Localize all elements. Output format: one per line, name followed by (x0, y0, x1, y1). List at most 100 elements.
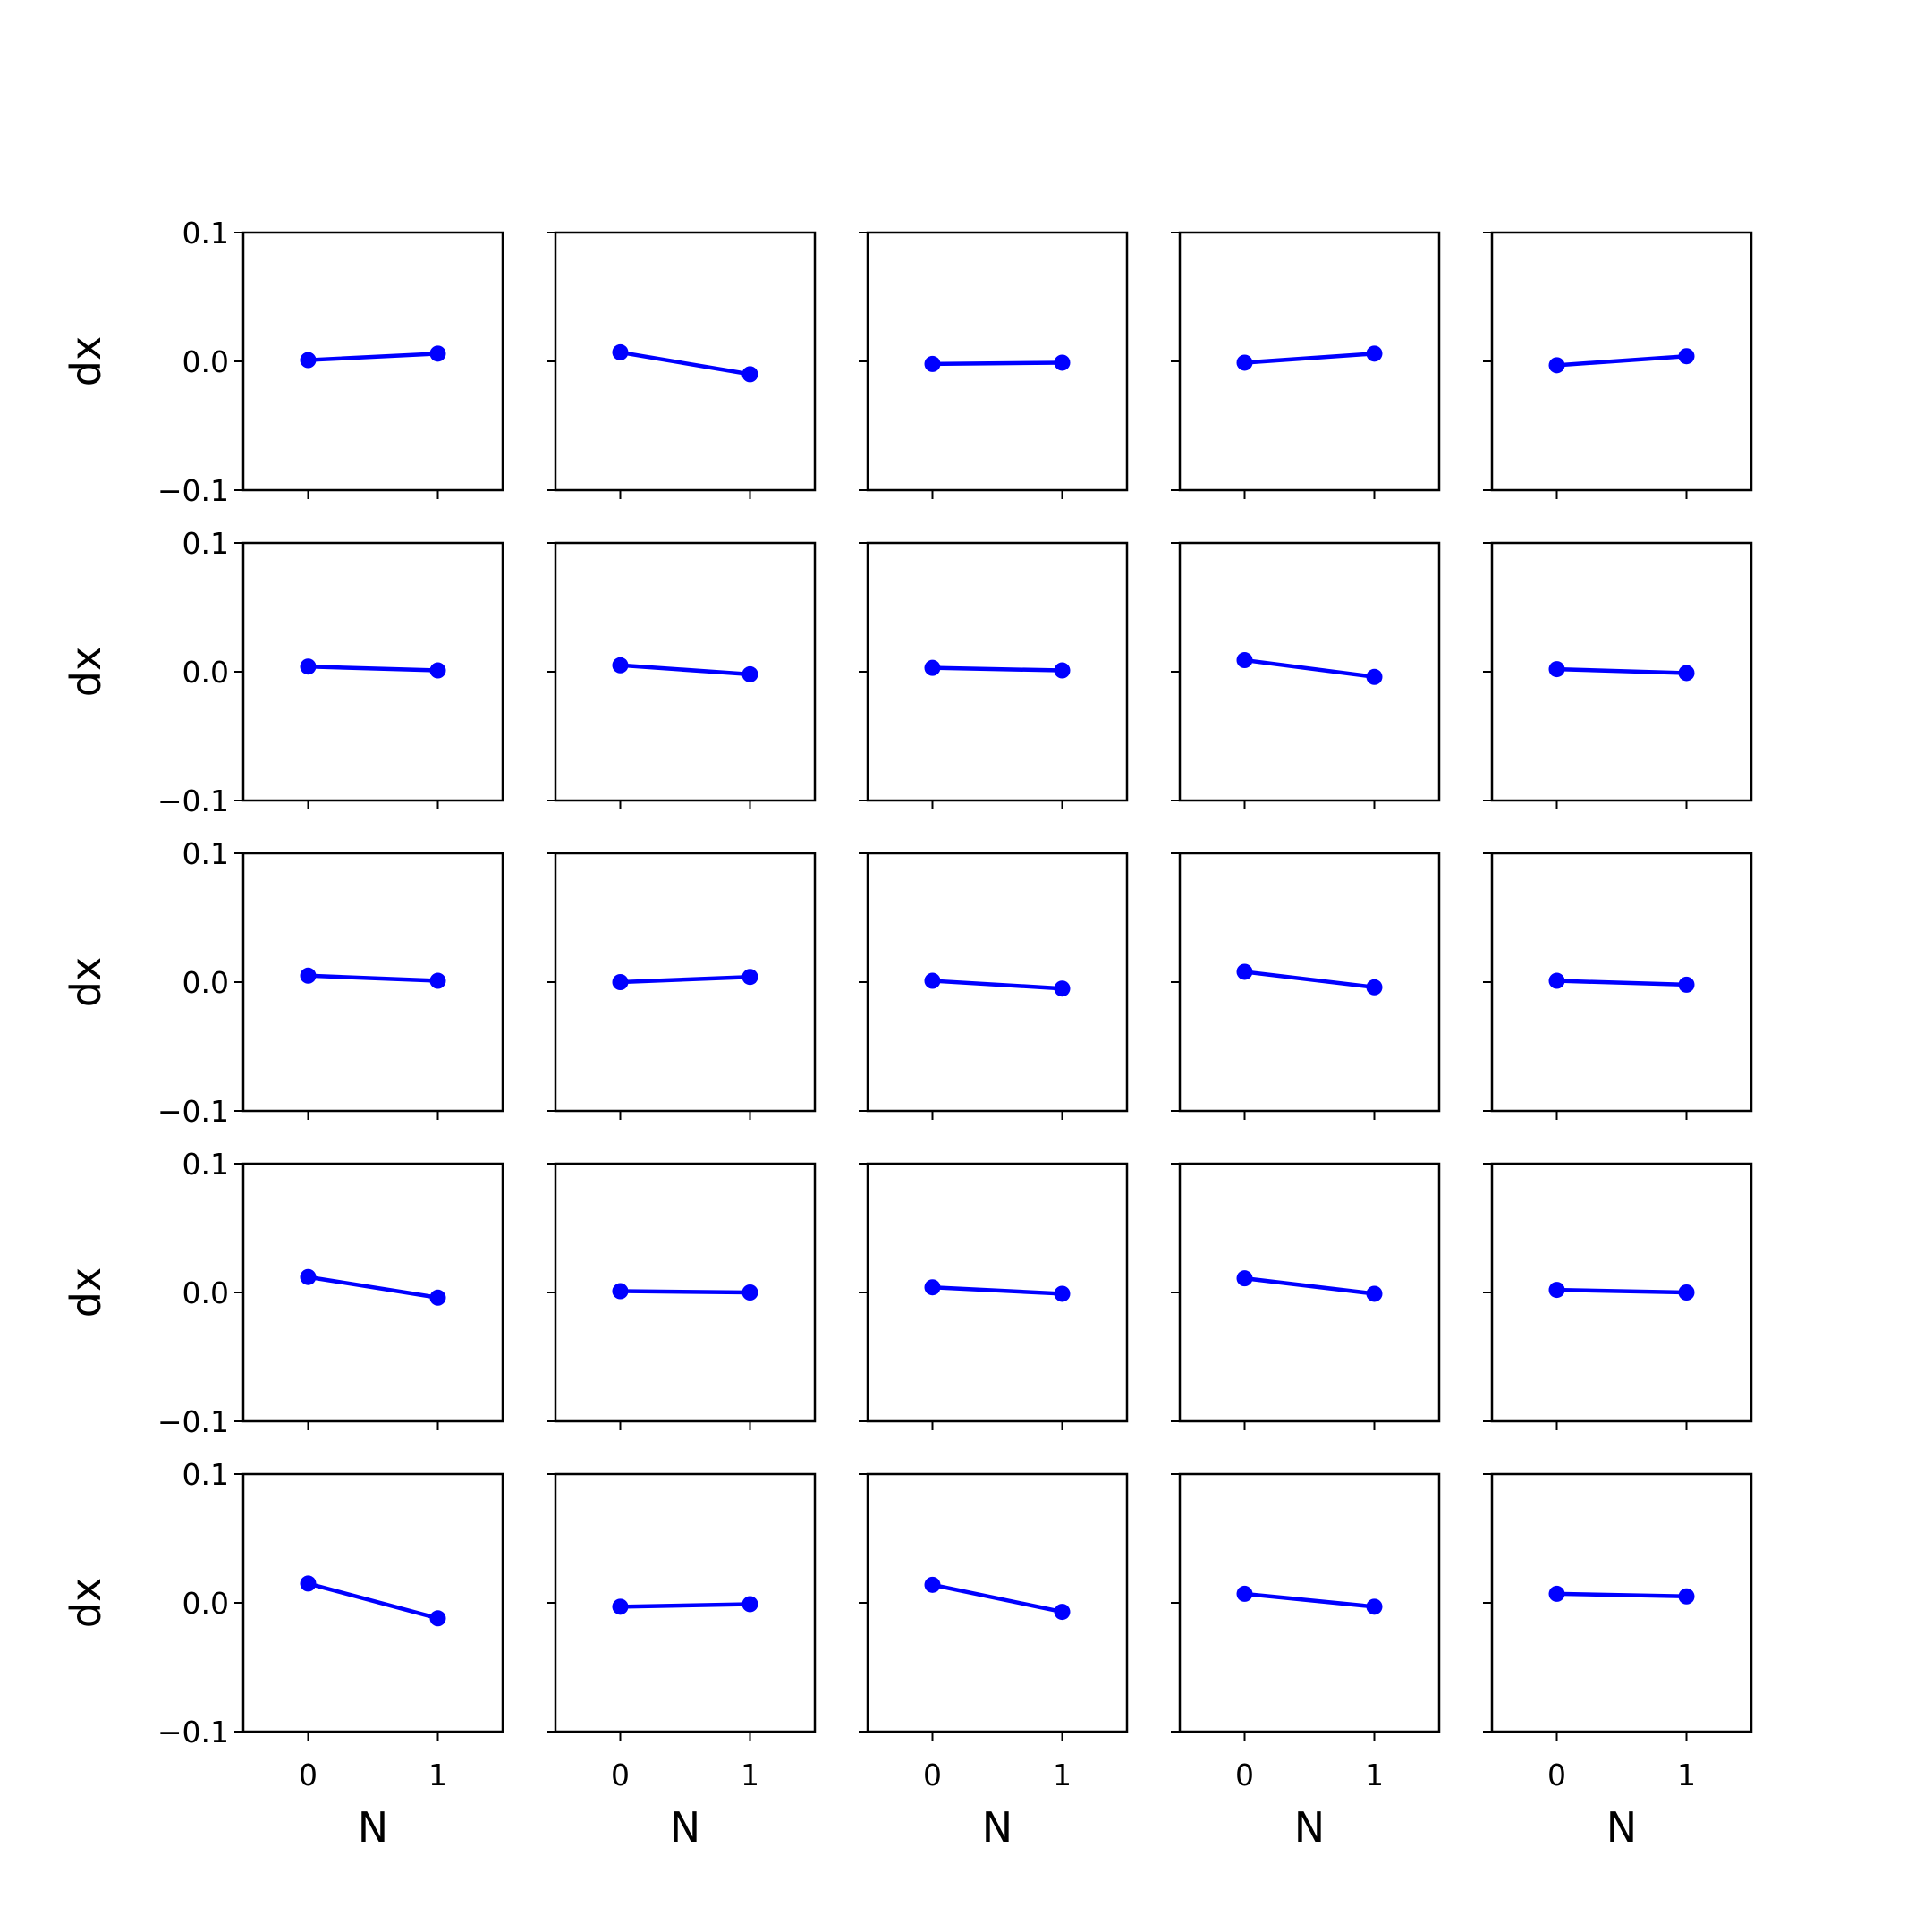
panel-frame (554, 852, 817, 1113)
data-point (429, 1289, 446, 1306)
series-line (1555, 353, 1689, 368)
data-point (429, 972, 446, 989)
x-axis-label: N (1606, 1803, 1637, 1852)
series-line (618, 350, 752, 377)
data-point (741, 366, 758, 383)
series-line (1242, 352, 1377, 365)
data-point (1548, 972, 1565, 989)
x-tick-label: 0 (1547, 1758, 1566, 1792)
data-point (1236, 963, 1253, 980)
data-point (1548, 357, 1565, 374)
data-point (1366, 1598, 1383, 1615)
data-point (612, 343, 629, 360)
data-point (1236, 354, 1253, 371)
series-line (930, 1582, 1064, 1614)
data-point (1366, 1285, 1383, 1302)
series-line (1242, 970, 1377, 990)
series-line (306, 1275, 440, 1301)
y-tick-label: −0.1 (157, 1094, 229, 1129)
series-line (306, 1581, 440, 1621)
x-tick-label: 0 (299, 1758, 318, 1792)
data-point (1678, 976, 1695, 993)
x-axis-label: N (358, 1803, 388, 1852)
y-axis-label: dx (62, 1578, 110, 1628)
data-point (300, 1268, 317, 1285)
panel-frame (1178, 231, 1441, 492)
series-line (930, 979, 1064, 991)
data-point (1054, 1604, 1071, 1621)
series-line (1555, 1287, 1689, 1295)
x-axis-label: N (1294, 1803, 1325, 1852)
series-line (1242, 657, 1377, 680)
data-point (1054, 980, 1071, 997)
data-point (429, 1610, 446, 1627)
data-point (741, 1596, 758, 1613)
panel-frame (1178, 852, 1441, 1113)
panel-frame (1178, 1472, 1441, 1733)
x-tick-label: 0 (611, 1758, 630, 1792)
panel-frame (242, 231, 504, 492)
data-point (1678, 348, 1695, 365)
data-point (1236, 652, 1253, 669)
y-tick-label: −0.1 (157, 473, 229, 508)
data-point (924, 659, 941, 676)
y-tick-label: 0.0 (182, 1275, 229, 1310)
series-line (1555, 979, 1689, 987)
y-axis-label: dx (62, 957, 110, 1007)
x-tick-label: 1 (1365, 1758, 1384, 1792)
data-point (300, 352, 317, 369)
y-tick-label: −0.1 (157, 784, 229, 818)
panel-frame (866, 1472, 1129, 1733)
data-point (1054, 662, 1071, 679)
data-point (924, 1576, 941, 1593)
x-tick-label: 1 (428, 1758, 447, 1792)
data-point (300, 1575, 317, 1592)
series-line (1242, 1591, 1377, 1609)
data-point (1548, 1585, 1565, 1602)
data-point (1236, 1585, 1253, 1602)
panel-frame (1490, 1472, 1753, 1733)
data-point (1366, 345, 1383, 362)
series-line (1242, 1275, 1377, 1296)
x-tick-label: 0 (1235, 1758, 1254, 1792)
panel-frame (242, 541, 504, 802)
data-point (924, 972, 941, 989)
series-line (306, 352, 440, 362)
data-point (1678, 665, 1695, 682)
y-tick-label: −0.1 (157, 1715, 229, 1750)
y-axis-label: dx (62, 336, 110, 386)
series-line (618, 1602, 752, 1609)
data-point (741, 969, 758, 986)
y-tick-label: 0.1 (182, 526, 229, 561)
y-axis-label: dx (62, 647, 110, 697)
data-point (612, 657, 629, 674)
y-tick-label: 0.1 (182, 216, 229, 250)
panel-frame (866, 852, 1129, 1113)
series-line (306, 973, 440, 983)
panel-frame (242, 1162, 504, 1423)
series-line (306, 664, 440, 673)
x-tick-label: 0 (923, 1758, 942, 1792)
y-tick-label: 0.0 (182, 965, 229, 1000)
y-tick-label: 0.0 (182, 655, 229, 690)
series-line (930, 360, 1064, 367)
y-tick-label: −0.1 (157, 1404, 229, 1439)
x-tick-label: 1 (741, 1758, 759, 1792)
series-line (1555, 666, 1689, 675)
series-line (618, 663, 752, 677)
data-point (429, 662, 446, 679)
data-point (1366, 668, 1383, 685)
panel-frame (1178, 541, 1441, 802)
series-line (1555, 1591, 1689, 1599)
y-tick-label: 0.1 (182, 1147, 229, 1182)
panel-frame (554, 1472, 817, 1733)
y-tick-label: 0.0 (182, 344, 229, 379)
data-point (741, 1284, 758, 1301)
data-point (612, 1283, 629, 1300)
data-point (924, 355, 941, 372)
y-tick-label: 0.0 (182, 1586, 229, 1621)
data-point (300, 658, 317, 675)
data-point (429, 345, 446, 362)
series-line (930, 1284, 1064, 1296)
series-line (618, 974, 752, 985)
